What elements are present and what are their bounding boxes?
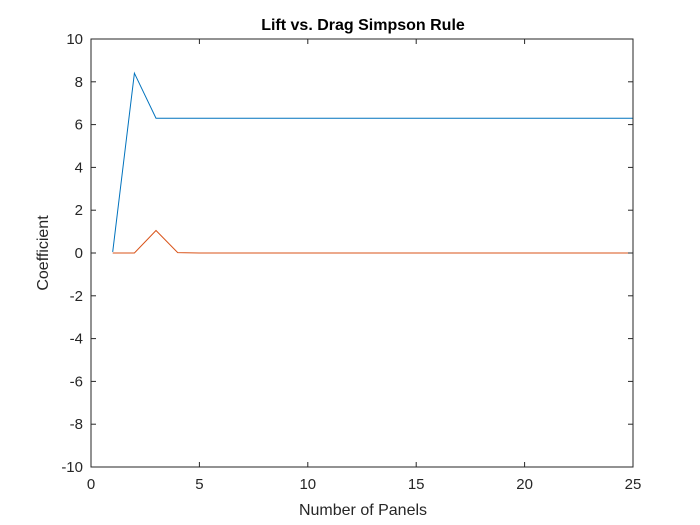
x-tick-label: 0 bbox=[87, 476, 95, 493]
y-tick-label: 0 bbox=[75, 245, 83, 262]
x-axis: 0 5 10 15 20 25 bbox=[87, 39, 642, 493]
x-tick-label: 25 bbox=[625, 476, 642, 493]
y-axis-label: Coefficient bbox=[35, 215, 52, 291]
y-tick-label: 4 bbox=[75, 159, 83, 176]
y-tick-label: -4 bbox=[70, 331, 83, 348]
x-tick-label: 5 bbox=[195, 476, 203, 493]
x-axis-label: Number of Panels bbox=[299, 502, 427, 519]
x-tick-label: 15 bbox=[408, 476, 425, 493]
x-tick-label: 10 bbox=[299, 476, 316, 493]
y-tick-label: 8 bbox=[75, 74, 83, 91]
series-layer bbox=[112, 71, 633, 254]
y-tick-label: -6 bbox=[70, 373, 83, 390]
x-tick-label: 20 bbox=[516, 476, 533, 493]
y-tick-label: -8 bbox=[70, 416, 83, 433]
y-tick-label: -10 bbox=[61, 459, 83, 476]
y-axis: -10 -8 -6 -4 -2 0 2 4 6 8 10 bbox=[61, 31, 633, 476]
series-line-1 bbox=[112, 71, 633, 252]
y-tick-label: -2 bbox=[70, 288, 83, 305]
y-tick-label: 6 bbox=[75, 117, 83, 134]
series-line-2 bbox=[112, 229, 633, 254]
y-tick-label: 2 bbox=[75, 202, 83, 219]
y-tick-label: 10 bbox=[66, 31, 83, 48]
chart-title: Lift vs. Drag Simpson Rule bbox=[261, 17, 465, 34]
